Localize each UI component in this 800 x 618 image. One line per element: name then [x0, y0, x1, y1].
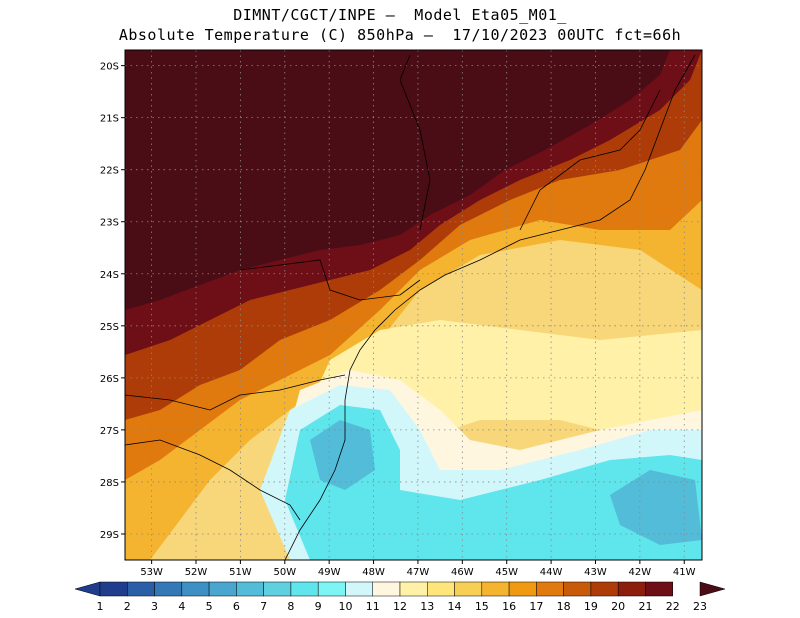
- lon-label: 50W: [273, 567, 296, 578]
- colorbar-label: 6: [233, 600, 240, 613]
- colorbar-label: 12: [393, 600, 407, 613]
- coastline: [284, 54, 696, 560]
- colorbar-segment: [99, 581, 128, 597]
- colorbar-segment: [372, 581, 401, 597]
- lon-label: 41W: [673, 567, 696, 578]
- lat-label: 22S: [100, 166, 119, 177]
- colorbar-label: 18: [557, 600, 571, 613]
- lon-label: 46W: [451, 567, 474, 578]
- colorbar-label: 21: [638, 600, 652, 613]
- lon-label: 52W: [185, 567, 208, 578]
- colorbar-segment: [263, 581, 292, 597]
- graticule: [125, 50, 702, 560]
- lat-label: 23S: [100, 218, 119, 229]
- colorbar-label: 22: [666, 600, 680, 613]
- colorbar-label: 3: [151, 600, 158, 613]
- map-title-line1: DIMNT/CGCT/INPE – Model Eta05_M01_: [233, 6, 567, 24]
- colorbar-segment: [181, 581, 210, 597]
- colorbar-segment: [645, 581, 673, 597]
- colorbar-segment: [454, 581, 483, 597]
- lon-label: 44W: [540, 567, 563, 578]
- lon-label: 51W: [229, 567, 252, 578]
- latitude-labels: 20S 21S 22S 23S 24S 25S 26S 27S 28S 29S: [100, 62, 125, 541]
- map-title-line2: Absolute Temperature (C) 850hPa – 17/10/…: [118, 26, 682, 44]
- colorbar-label: 14: [448, 600, 462, 613]
- lat-label: 28S: [100, 478, 119, 489]
- longitude-labels: 53W 52W 51W 50W 49W 48W 47W 46W 45W 44W 43W 42W 41W: [140, 560, 696, 578]
- lon-label: 49W: [318, 567, 341, 578]
- lat-label: 25S: [100, 322, 119, 333]
- colorbar-label: 9: [315, 600, 322, 613]
- lon-label: 47W: [407, 567, 430, 578]
- colorbar-segment: [399, 581, 428, 597]
- colorbar-label: 1: [97, 600, 104, 613]
- colorbar-segment: [508, 581, 537, 597]
- colorbar-label: 16: [502, 600, 516, 613]
- lon-label: 43W: [584, 567, 607, 578]
- colorbar-label: 15: [475, 600, 489, 613]
- colorbar-segment: [317, 581, 346, 597]
- lon-label: 53W: [140, 567, 163, 578]
- band-8b: [610, 470, 702, 545]
- band-9: [285, 405, 702, 560]
- colorbar-label: 19: [584, 600, 598, 613]
- colorbar-label: 10: [338, 600, 352, 613]
- colorbar-segment: [590, 581, 619, 597]
- lat-label: 24S: [100, 270, 119, 281]
- state-border-5: [519, 89, 661, 231]
- colorbar-segment: [617, 581, 646, 597]
- colorbar-label: 23: [693, 600, 707, 613]
- state-border-1: [125, 374, 346, 411]
- colorbar-arrow-high: [699, 581, 726, 597]
- colorbar-label: 2: [124, 600, 131, 613]
- map-frame: [124, 49, 703, 561]
- lat-label: 20S: [100, 62, 119, 73]
- colorbar-segment: [345, 581, 373, 597]
- lat-label: 26S: [100, 374, 119, 385]
- colorbar-segment: [127, 581, 155, 597]
- colorbar-label: 4: [178, 600, 185, 613]
- colorbar-label: 20: [611, 600, 625, 613]
- lat-label: 21S: [100, 114, 119, 125]
- lon-label: 48W: [362, 567, 385, 578]
- band-23: [125, 50, 670, 310]
- borders: [125, 54, 696, 560]
- temperature-field: [125, 50, 702, 560]
- colorbar-segment: [427, 581, 455, 597]
- colorbar-segment: [154, 581, 183, 597]
- colorbar-segment: [290, 581, 319, 597]
- lon-label: 42W: [629, 567, 652, 578]
- lat-label: 29S: [100, 530, 119, 541]
- colorbar-label: 7: [260, 600, 267, 613]
- lat-label: 27S: [100, 426, 119, 437]
- lon-label: 45W: [495, 567, 518, 578]
- band-8: [310, 420, 375, 490]
- band-12: [280, 320, 702, 520]
- colorbar-label: 13: [420, 600, 434, 613]
- colorbar-segment: [208, 581, 237, 597]
- colorbar-segment: [563, 581, 592, 597]
- colorbar-label: 8: [287, 600, 294, 613]
- colorbar-arrow-low: [74, 581, 101, 597]
- state-border-2: [125, 439, 301, 521]
- colorbar-segment: [536, 581, 564, 597]
- colorbar-segment: [481, 581, 510, 597]
- state-border-3: [239, 259, 421, 301]
- colorbar: 1 2 3 4 5 6 7 8 9 10 11 12 13 14 15 16 17 18 19 20 21 22 23: [74, 581, 726, 613]
- colorbar-label: 11: [366, 600, 380, 613]
- colorbar-segment: [236, 581, 264, 597]
- colorbar-label: 17: [529, 600, 543, 613]
- colorbar-label: 5: [206, 600, 213, 613]
- state-border-4: [399, 54, 431, 231]
